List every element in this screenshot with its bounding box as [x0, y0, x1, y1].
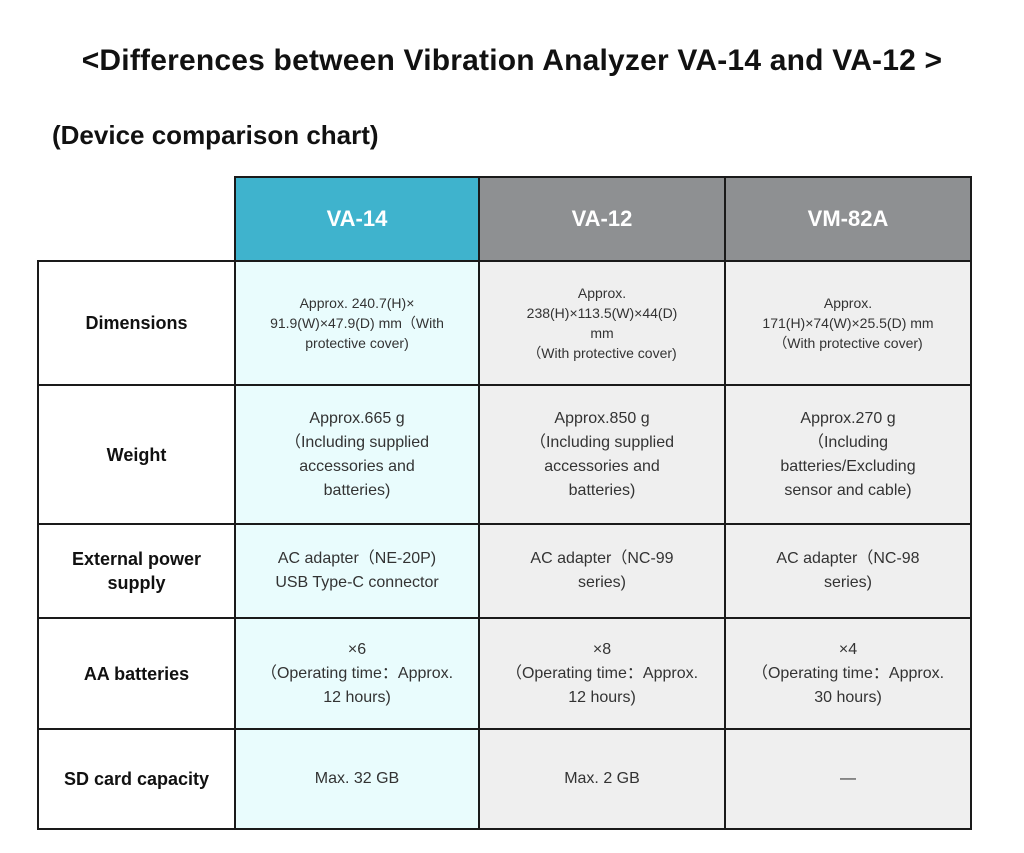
row-label-line: External power	[71, 549, 202, 569]
cell-line: batteries/Excluding	[780, 457, 916, 475]
cell-line: 171(H)×74(W)×25.5(D) mm	[762, 315, 934, 331]
cell-sd-card-capacity-vm-82a: —	[724, 728, 972, 830]
cell-weight-va-12: Approx.850 g （Including supplied accessori…	[478, 384, 726, 525]
cell-aa-batteries-vm-82a: ×4 （Operating time：Approx. 30 hours)	[724, 617, 972, 730]
cell-line: 12 hours)	[323, 688, 391, 706]
cell-dimensions-va-14: Approx. 240.7(H)× 91.9(W)×47.9(D) mm（With…	[234, 260, 480, 386]
cell-dimensions-vm-82a: Approx. 171(H)×74(W)×25.5(D) mm （With prot…	[724, 260, 972, 386]
cell-line: 238(H)×113.5(W)×44(D)	[526, 305, 678, 321]
cell-line: （Operating time：Approx.	[751, 664, 945, 682]
corner-cell	[38, 177, 235, 261]
cell-line: ×6	[347, 640, 367, 658]
cell-line: protective cover)	[305, 335, 409, 351]
cell-line: Approx.270 g	[800, 409, 896, 427]
cell-line: Approx.850 g	[554, 409, 650, 427]
row-label-weight: Weight	[37, 384, 236, 525]
cell-line: sensor and cable)	[784, 481, 912, 499]
cell-weight-vm-82a: Approx.270 g （Including batteries/Excludin…	[724, 384, 972, 525]
column-header-va-14: VA-14	[234, 176, 480, 262]
cell-line: series)	[577, 574, 626, 591]
cell-line: 12 hours)	[568, 688, 636, 706]
column-header-vm-82a: VM-82A	[724, 176, 972, 262]
cell-line: accessories and	[299, 457, 415, 475]
cell-line: Max. 2 GB	[564, 770, 640, 787]
cell-line: batteries)	[323, 481, 391, 499]
cell-dimensions-va-12: Approx. 238(H)×113.5(W)×44(D) mm （With prot…	[478, 260, 726, 386]
cell-aa-batteries-va-12: ×8 （Operating time：Approx. 12 hours)	[478, 617, 726, 730]
cell-line: Approx. 240.7(H)×	[299, 295, 415, 311]
table-row-external-power-supply: External power supply AC adapter（NE-20P) US…	[37, 523, 972, 619]
table-row-dimensions: Dimensions Approx. 240.7(H)× 91.9(W)×47.9(…	[37, 260, 972, 386]
cell-line: （Including	[807, 433, 889, 451]
cell-external-power-supply-vm-82a: AC adapter（NC-98 series)	[724, 523, 972, 619]
cell-line: （Including supplied	[284, 433, 430, 451]
comparison-table: VA-14 VA-12 VM-82A Dimensions Approx. 240…	[37, 176, 972, 830]
cell-line: Max. 32 GB	[314, 770, 400, 787]
cell-aa-batteries-va-14: ×6 （Operating time：Approx. 12 hours)	[234, 617, 480, 730]
cell-sd-card-capacity-va-12: Max. 2 GB	[478, 728, 726, 830]
cell-line: （With protective cover)	[527, 345, 677, 361]
cell-line: （Operating time：Approx.	[260, 664, 454, 682]
cell-line: 91.9(W)×47.9(D) mm（With	[270, 315, 444, 331]
row-label-line: supply	[107, 573, 166, 593]
column-header-va-12: VA-12	[478, 176, 726, 262]
table-row-sd-card-capacity: SD card capacity Max. 32 GB Max. 2 GB —	[37, 728, 972, 830]
page-subtitle: (Device comparison chart)	[52, 120, 379, 150]
cell-line: USB Type-C connector	[275, 574, 439, 591]
cell-line: （Including supplied	[529, 433, 675, 451]
row-label-sd-card-capacity: SD card capacity	[37, 728, 236, 830]
table-row-aa-batteries: AA batteries ×6 （Operating time：Approx. 12 …	[37, 617, 972, 730]
cell-weight-va-14: Approx.665 g （Including supplied accessori…	[234, 384, 480, 525]
cell-line: AC adapter（NC-98	[776, 550, 920, 567]
cell-line: （Operating time：Approx.	[505, 664, 699, 682]
row-label-dimensions: Dimensions	[37, 260, 236, 386]
cell-line: Approx.	[823, 295, 873, 311]
page-title: <Differences between Vibration Analyzer …	[81, 44, 943, 77]
cell-external-power-supply-va-12: AC adapter（NC-99 series)	[478, 523, 726, 619]
cell-line: Approx.	[577, 285, 627, 301]
cell-line: ×4	[838, 640, 858, 658]
cell-line: （With protective cover)	[773, 335, 923, 351]
cell-line: 30 hours)	[814, 688, 882, 706]
cell-line: series)	[823, 574, 872, 591]
cell-line: batteries)	[568, 481, 636, 499]
cell-line: mm	[590, 325, 614, 341]
row-label-external-power-supply: External power supply	[37, 523, 236, 619]
row-label-aa-batteries: AA batteries	[37, 617, 236, 730]
cell-sd-card-capacity-va-14: Max. 32 GB	[234, 728, 480, 830]
cell-line: AC adapter（NE-20P)	[277, 550, 437, 567]
cell-line: Approx.665 g	[309, 409, 405, 427]
cell-external-power-supply-va-14: AC adapter（NE-20P) USB Type-C connector	[234, 523, 480, 619]
cell-line: AC adapter（NC-99	[530, 550, 674, 567]
cell-line: —	[840, 770, 856, 787]
cell-line: accessories and	[544, 457, 660, 475]
cell-line: ×8	[592, 640, 612, 658]
table-row-weight: Weight Approx.665 g （Including supplied acc…	[37, 384, 972, 525]
